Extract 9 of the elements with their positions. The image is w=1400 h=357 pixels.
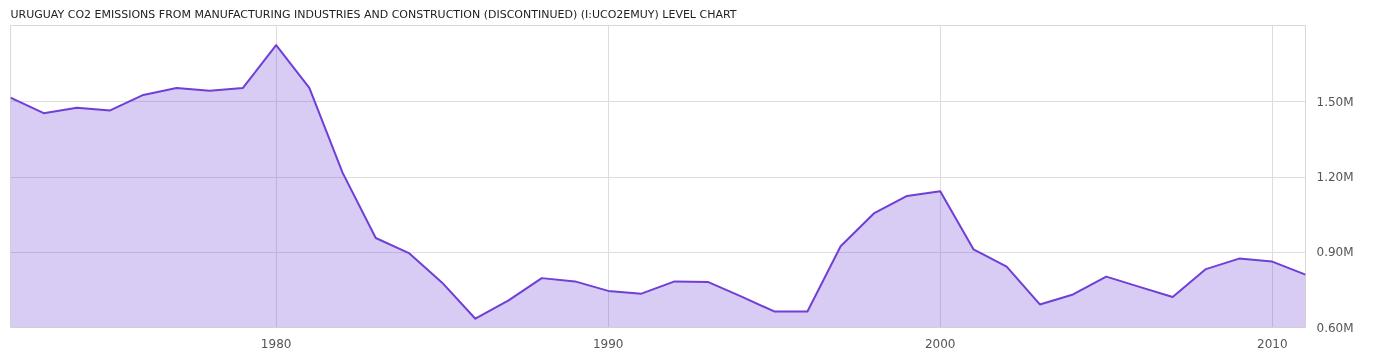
y-tick-label: 1.50M bbox=[1316, 94, 1354, 109]
y-tick-label: 0.90M bbox=[1316, 245, 1354, 260]
y-tick-label: 0.60M bbox=[1316, 320, 1354, 335]
x-tick-label: 2010 bbox=[1257, 336, 1288, 351]
y-tick-label: 1.20M bbox=[1316, 170, 1354, 185]
x-tick-label: 1980 bbox=[260, 336, 292, 351]
x-tick-label: 1990 bbox=[592, 336, 624, 351]
chart-title: URUGUAY CO2 EMISSIONS FROM MANUFACTURING INDUSTRIES AND CONSTRUCTION (DISCONTINUED) (I:UCO2EMUY) LEVEL CHART bbox=[10, 7, 737, 21]
x-tick-label: 2000 bbox=[924, 336, 956, 351]
